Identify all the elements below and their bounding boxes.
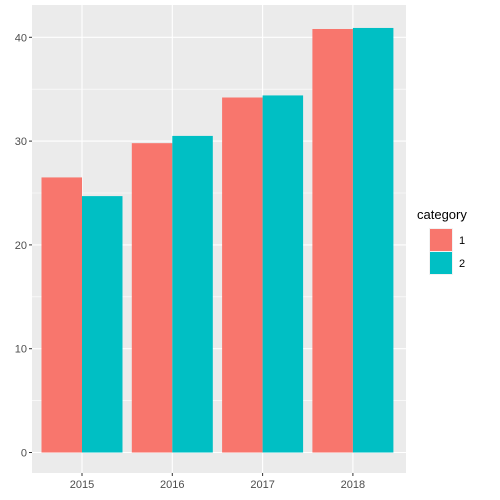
legend-swatch-2 xyxy=(430,252,452,274)
bar-2017-series-2 xyxy=(262,95,304,453)
bar-2017-series-1 xyxy=(222,97,263,453)
bar-2015-series-2 xyxy=(82,196,123,453)
x-tick-label: 2016 xyxy=(160,479,184,491)
y-tick-label: 30 xyxy=(15,136,27,148)
x-axis: 2015 2016 2017 2018 xyxy=(70,473,365,491)
legend-label-1: 1 xyxy=(459,235,465,247)
bar-2018-series-1 xyxy=(312,28,353,453)
bar-2015-series-1 xyxy=(41,177,82,453)
legend-swatch-1 xyxy=(430,229,452,251)
y-tick-label: 20 xyxy=(15,240,27,252)
bar-2016-series-1 xyxy=(131,143,173,453)
y-tick-label: 10 xyxy=(15,344,27,356)
y-tick-label: 0 xyxy=(21,448,27,460)
x-tick-label: 2017 xyxy=(250,479,274,491)
y-axis: 0 10 20 30 40 xyxy=(15,32,32,460)
y-tick-label: 40 xyxy=(15,32,27,44)
x-tick-label: 2018 xyxy=(341,479,365,491)
legend-label-2: 2 xyxy=(459,258,465,270)
bar-2018-series-2 xyxy=(352,27,394,453)
bar-2016-series-2 xyxy=(172,135,213,453)
bars xyxy=(41,27,394,453)
legend-title: category xyxy=(417,207,467,222)
x-tick-label: 2015 xyxy=(70,479,94,491)
legend: category 1 2 xyxy=(417,207,467,275)
